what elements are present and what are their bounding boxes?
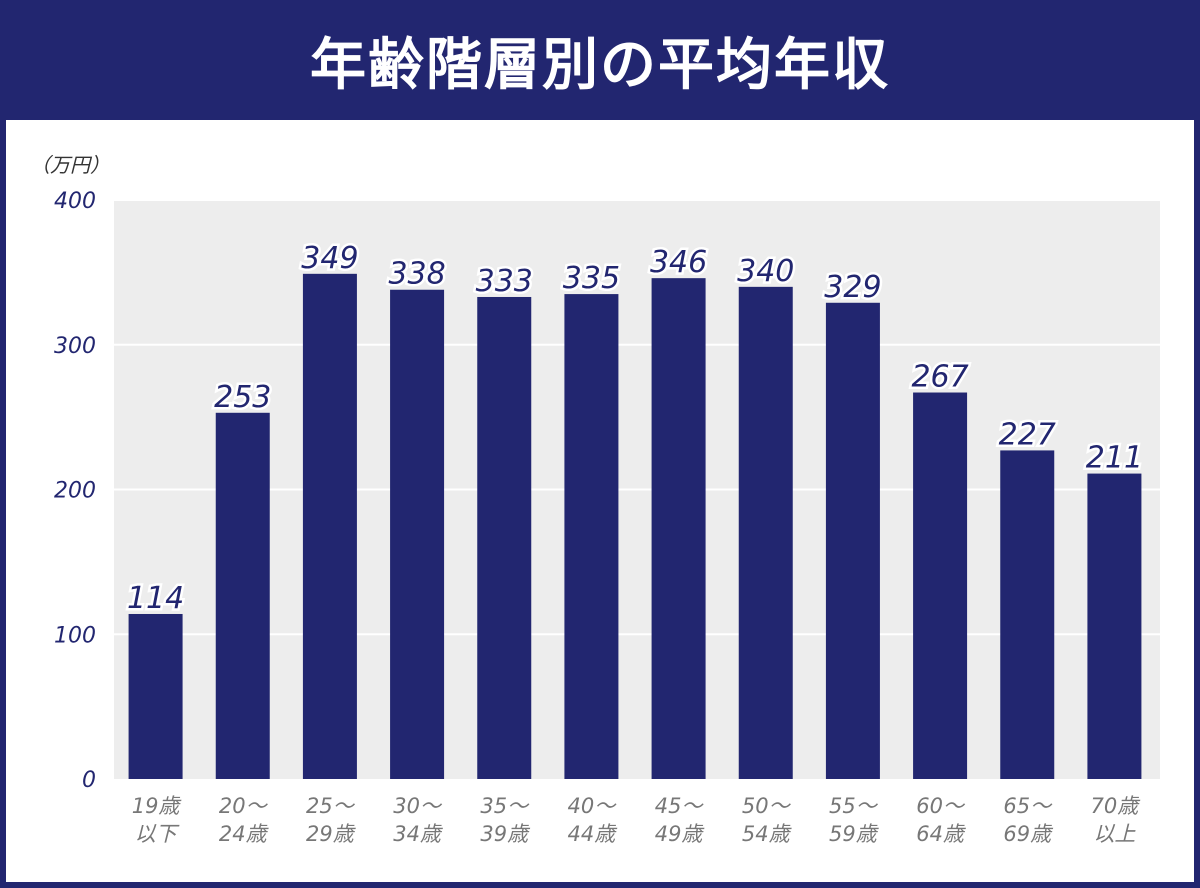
category-label-line: 59歳 — [829, 822, 880, 846]
bar-value-label: 333 — [476, 264, 533, 299]
category-label-line: 65〜 — [1003, 794, 1053, 818]
category-label: 70歳以上 — [1091, 794, 1142, 846]
bar — [302, 273, 357, 779]
bar — [913, 392, 968, 779]
bar — [215, 412, 270, 779]
bar — [390, 289, 445, 779]
bar — [1000, 450, 1055, 779]
category-label-line: 70歳 — [1091, 794, 1142, 818]
bar-value-label: 114 — [127, 581, 184, 616]
category-label: 50〜 54歳 — [742, 794, 793, 846]
y-tick-label: 300 — [54, 334, 96, 359]
category-label: 65〜 69歳 — [1003, 794, 1054, 846]
y-axis-unit-label: （万円） — [30, 153, 110, 177]
category-label: 40〜 44歳 — [568, 794, 619, 846]
category-label-line: 49歳 — [655, 822, 706, 846]
bar-value-label: 329 — [824, 270, 881, 305]
chart-title: 年齢階層別の平均年収 — [310, 32, 890, 98]
bar-value-label: 338 — [388, 257, 445, 292]
category-label: 60〜 64歳 — [916, 794, 967, 846]
category-label-line: 50〜 — [742, 794, 792, 818]
category-label: 20〜 24歳 — [219, 794, 270, 846]
bar-value-label: 267 — [911, 360, 968, 395]
category-label-line: 60〜 — [916, 794, 966, 818]
bars — [128, 273, 1142, 779]
bar — [825, 302, 880, 779]
bar — [651, 278, 706, 779]
bar-value-label: 346 — [650, 245, 707, 280]
bar — [738, 286, 793, 779]
category-label-line: 35〜 — [480, 794, 530, 818]
category-label-line: 以下 — [135, 822, 180, 846]
category-label-line: 54歳 — [742, 822, 793, 846]
category-label: 25〜 29歳 — [306, 794, 357, 846]
category-label-line: 34歳 — [393, 822, 444, 846]
bar — [128, 613, 183, 779]
bar — [1087, 473, 1142, 779]
category-label: 55〜 59歳 — [829, 794, 880, 846]
gridlines — [114, 199, 1160, 636]
category-label-line: 30〜 — [393, 794, 443, 818]
y-tick-label: 100 — [54, 623, 96, 648]
category-label-line: 45〜 — [655, 794, 705, 818]
bar-value-label: 253 — [214, 380, 271, 415]
bar-value-label: 340 — [737, 254, 794, 289]
bar — [477, 296, 532, 779]
bar-value-label: 335 — [563, 261, 620, 296]
category-label-line: 24歳 — [219, 822, 270, 846]
title-bar: 年齢階層別の平均年収 — [0, 0, 1200, 120]
category-label-line: 40〜 — [568, 794, 618, 818]
bar-value-label: 349 — [301, 241, 358, 276]
category-label: 30〜 34歳 — [393, 794, 444, 846]
y-axis-ticks: 0 100 200 300 400 — [54, 189, 96, 793]
category-label: 45〜 49歳 — [655, 794, 706, 846]
category-label-line: 69歳 — [1003, 822, 1054, 846]
category-label-line: 39歳 — [480, 822, 531, 846]
y-tick-label: 400 — [54, 189, 96, 214]
category-label: 19歳以下 — [132, 794, 183, 846]
y-tick-label: 200 — [54, 479, 96, 504]
category-label: 35〜 39歳 — [480, 794, 531, 846]
category-label-line: 19歳 — [132, 794, 183, 818]
category-label-line: 64歳 — [916, 822, 967, 846]
category-label-line: 55〜 — [829, 794, 879, 818]
category-label-line: 以上 — [1093, 822, 1136, 846]
category-label-line: 29歳 — [306, 822, 357, 846]
bar — [564, 294, 619, 779]
value-labels: 114 253 349 338 333 335 346 340 329 267 227 211 — [124, 238, 1145, 618]
category-label-line: 44歳 — [568, 822, 619, 846]
category-label-line: 20〜 — [219, 794, 269, 818]
category-label-line: 25〜 — [306, 794, 356, 818]
bar-value-label: 211 — [1086, 441, 1143, 476]
y-tick-label: 0 — [82, 768, 96, 793]
bar-value-label: 227 — [999, 417, 1056, 452]
